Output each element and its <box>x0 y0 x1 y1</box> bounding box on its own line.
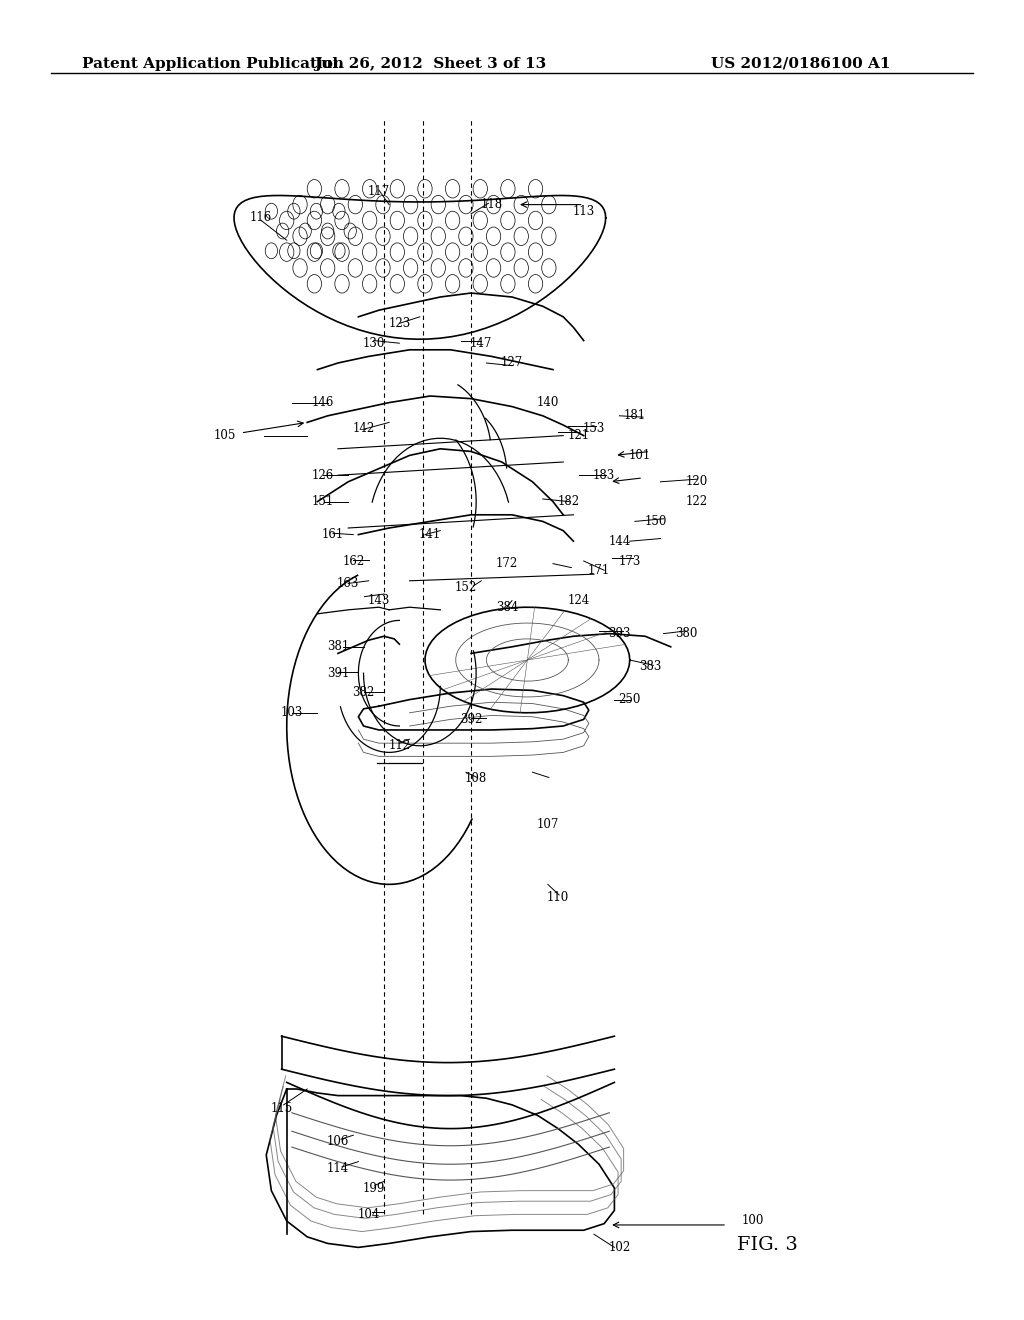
Text: 383: 383 <box>639 660 662 673</box>
Text: 150: 150 <box>644 515 667 528</box>
Text: 118: 118 <box>480 198 503 211</box>
Text: 151: 151 <box>311 495 334 508</box>
Text: 121: 121 <box>567 429 590 442</box>
Text: 104: 104 <box>357 1208 380 1221</box>
Text: 199: 199 <box>362 1181 385 1195</box>
Text: 143: 143 <box>368 594 390 607</box>
Text: 163: 163 <box>337 577 359 590</box>
Text: 381: 381 <box>327 640 349 653</box>
Text: 173: 173 <box>618 554 641 568</box>
Text: US 2012/0186100 A1: US 2012/0186100 A1 <box>712 57 891 71</box>
Text: 108: 108 <box>465 772 487 785</box>
Text: 142: 142 <box>352 422 375 436</box>
Text: 144: 144 <box>608 535 631 548</box>
Text: 123: 123 <box>388 317 411 330</box>
Text: 392: 392 <box>460 713 482 726</box>
Text: 126: 126 <box>311 469 334 482</box>
Text: 140: 140 <box>537 396 559 409</box>
Text: 147: 147 <box>470 337 493 350</box>
Text: Patent Application Publication: Patent Application Publication <box>82 57 344 71</box>
Text: FIG. 3: FIG. 3 <box>737 1236 798 1254</box>
Text: 172: 172 <box>496 557 518 570</box>
Text: 146: 146 <box>311 396 334 409</box>
Text: 114: 114 <box>327 1162 349 1175</box>
Text: 152: 152 <box>455 581 477 594</box>
Text: 105: 105 <box>214 429 237 442</box>
Text: 103: 103 <box>281 706 303 719</box>
Text: 183: 183 <box>593 469 615 482</box>
Text: 384: 384 <box>496 601 518 614</box>
Text: 393: 393 <box>608 627 631 640</box>
Text: 182: 182 <box>557 495 580 508</box>
Text: 117: 117 <box>368 185 390 198</box>
Text: 153: 153 <box>583 422 605 436</box>
Text: 112: 112 <box>388 739 411 752</box>
Text: 171: 171 <box>588 564 610 577</box>
Text: 113: 113 <box>572 205 595 218</box>
Text: 162: 162 <box>342 554 365 568</box>
Text: 122: 122 <box>685 495 708 508</box>
Text: 101: 101 <box>629 449 651 462</box>
Text: 161: 161 <box>322 528 344 541</box>
Text: 107: 107 <box>537 818 559 832</box>
Text: 124: 124 <box>567 594 590 607</box>
Text: 250: 250 <box>618 693 641 706</box>
Text: 116: 116 <box>250 211 272 224</box>
Text: 391: 391 <box>327 667 349 680</box>
Text: Jul. 26, 2012  Sheet 3 of 13: Jul. 26, 2012 Sheet 3 of 13 <box>314 57 546 71</box>
Text: 110: 110 <box>547 891 569 904</box>
Text: 141: 141 <box>419 528 441 541</box>
Text: 382: 382 <box>352 686 375 700</box>
Text: 127: 127 <box>501 356 523 370</box>
Text: 115: 115 <box>270 1102 293 1115</box>
Text: 380: 380 <box>675 627 697 640</box>
Text: 130: 130 <box>362 337 385 350</box>
Text: 102: 102 <box>608 1241 631 1254</box>
Text: 120: 120 <box>685 475 708 488</box>
Text: 106: 106 <box>327 1135 349 1148</box>
Text: 181: 181 <box>624 409 646 422</box>
Text: 100: 100 <box>741 1214 764 1228</box>
